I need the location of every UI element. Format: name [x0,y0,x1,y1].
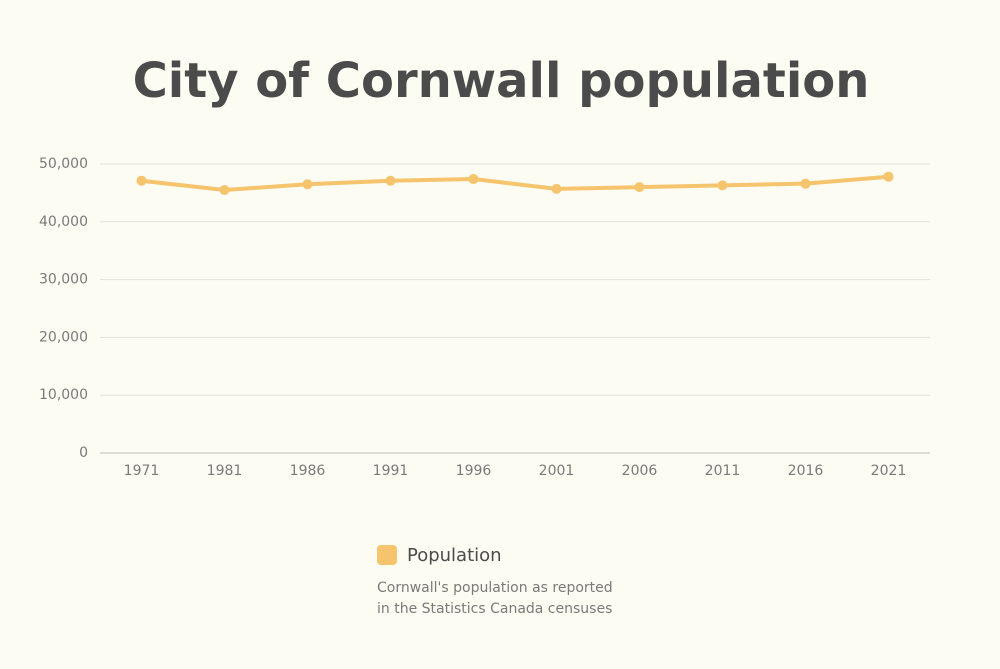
x-tick-label: 2016 [788,463,824,479]
data-point [551,183,562,194]
x-tick-label: 2001 [539,463,575,479]
x-tick-label: 1971 [124,463,160,479]
y-tick-label: 30,000 [39,272,88,288]
caption: in the Statistics Canada censuses [377,601,612,617]
y-tick-label: 50,000 [39,156,88,172]
data-point [717,180,728,191]
x-tick-label: 1986 [290,463,326,479]
data-point [883,171,894,182]
data-point [800,178,811,189]
y-tick-label: 0 [79,445,88,461]
legend-label: Population [407,545,502,566]
data-point [468,174,479,185]
y-tick-label: 40,000 [39,214,88,230]
data-point [219,185,230,196]
caption: Cornwall's population as reported [377,580,613,596]
data-point [634,182,645,193]
x-tick-label: 2006 [622,463,658,479]
data-point [385,175,396,186]
data-point [302,179,313,190]
x-tick-label: 1981 [207,463,243,479]
y-tick-label: 20,000 [39,329,88,345]
legend-swatch [377,545,397,565]
x-tick-label: 1996 [456,463,492,479]
data-point [136,175,147,186]
x-tick-label: 2011 [705,463,741,479]
x-tick-label: 2021 [871,463,907,479]
line [139,174,891,193]
x-tick-label: 1991 [373,463,409,479]
chart-title: City of Cornwall population [133,53,870,109]
y-tick-label: 10,000 [39,387,88,403]
